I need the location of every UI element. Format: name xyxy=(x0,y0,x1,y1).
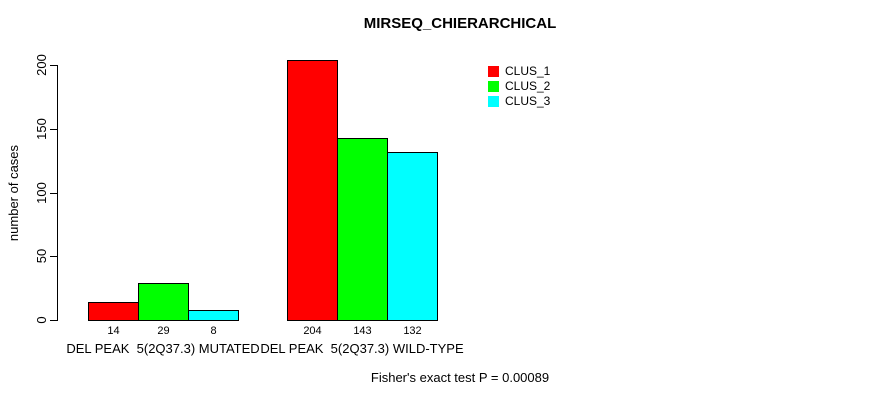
bar-clus_2-group2 xyxy=(337,137,388,321)
bar-value-label: 132 xyxy=(403,325,422,337)
y-tick-mark xyxy=(50,128,57,130)
y-tick-label: 200 xyxy=(34,54,49,76)
chart-title: MIRSEQ_CHIERARCHICAL xyxy=(363,15,557,32)
bar-value-label: 204 xyxy=(303,325,322,337)
y-tick-label: 150 xyxy=(34,117,49,140)
bar-value-label: 14 xyxy=(107,325,120,337)
bar-clus_3-group1 xyxy=(188,309,239,321)
legend: CLUS_1 CLUS_2 CLUS_3 xyxy=(488,64,550,109)
y-tick-label: 100 xyxy=(34,181,49,204)
bar-clus_1-group2 xyxy=(287,59,338,321)
y-tick-mark xyxy=(50,256,57,258)
legend-label: CLUS_2 xyxy=(505,79,551,93)
y-tick-mark xyxy=(50,192,57,194)
legend-swatch-red xyxy=(488,65,499,77)
bar-value-label: 29 xyxy=(157,325,170,337)
bar-value-label: 143 xyxy=(353,325,372,337)
y-tick-label: 0 xyxy=(34,316,49,324)
legend-item-clus-1: CLUS_1 xyxy=(488,64,550,78)
legend-item-clus-3: CLUS_3 xyxy=(488,94,550,108)
bar-clus_2-group1 xyxy=(138,283,189,321)
x-category-label: DEL PEAK 5(2Q37.3) WILD-TYPE xyxy=(260,341,464,356)
y-tick-mark xyxy=(50,320,57,321)
y-axis-label: number of cases xyxy=(6,144,21,242)
bar-clus_1-group1 xyxy=(88,302,139,321)
legend-item-clus-2: CLUS_2 xyxy=(488,79,550,93)
legend-swatch-cyan xyxy=(488,95,499,107)
y-tick-label: 50 xyxy=(34,249,49,264)
y-tick-mark xyxy=(50,65,57,66)
bar-clus_3-group2 xyxy=(387,151,438,321)
legend-label: CLUS_1 xyxy=(505,64,551,78)
x-category-label: DEL PEAK 5(2Q37.3) MUTATED xyxy=(66,341,260,356)
legend-swatch-green xyxy=(488,80,499,92)
bar-value-label: 8 xyxy=(210,325,217,337)
y-axis-line xyxy=(57,65,58,321)
legend-label: CLUS_3 xyxy=(505,94,551,108)
annotation-fisher-test: Fisher's exact test P = 0.00089 xyxy=(370,370,550,385)
